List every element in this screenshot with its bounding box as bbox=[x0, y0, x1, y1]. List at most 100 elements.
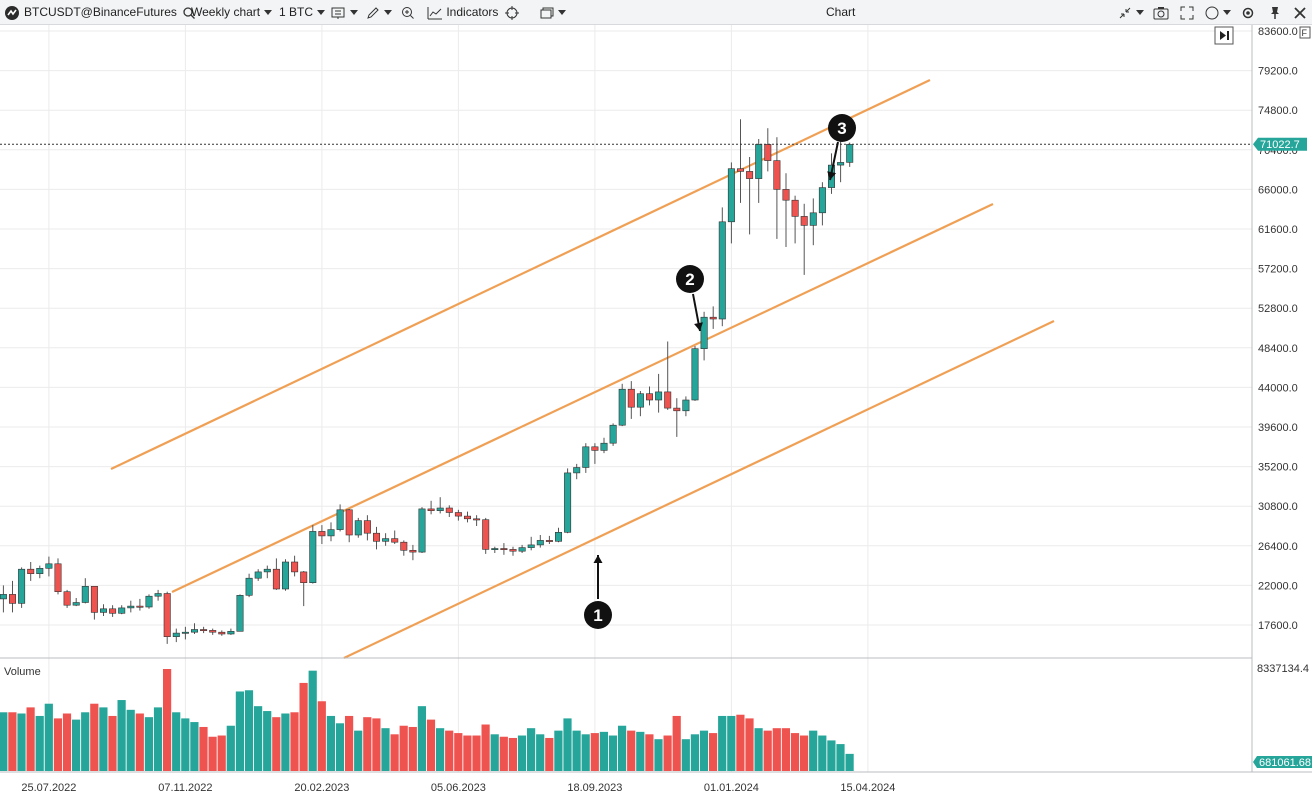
volume-bar bbox=[399, 725, 408, 771]
candle bbox=[191, 623, 199, 634]
volume-bar bbox=[272, 717, 281, 771]
candle bbox=[45, 556, 53, 577]
candle bbox=[527, 536, 535, 551]
volume-bar bbox=[0, 712, 8, 771]
price-axis[interactable]: 83600.079200.074800.070400.066000.061600… bbox=[1258, 26, 1298, 632]
settings-button[interactable] bbox=[1241, 3, 1255, 21]
camera-icon bbox=[1153, 6, 1169, 20]
timeframe-label: Weekly chart bbox=[191, 5, 261, 19]
candle bbox=[773, 137, 781, 239]
candle bbox=[300, 571, 308, 607]
drawing-tools-button[interactable] bbox=[366, 3, 392, 21]
theme-dropdown[interactable] bbox=[1205, 3, 1231, 21]
candle-body bbox=[400, 541, 408, 551]
app-logo-icon[interactable] bbox=[4, 3, 20, 21]
candle bbox=[27, 562, 35, 581]
volume-bar bbox=[99, 707, 108, 771]
indicators-button[interactable]: Indicators bbox=[427, 3, 498, 21]
volume-bar bbox=[244, 690, 254, 771]
fullscreen-button[interactable] bbox=[1180, 3, 1194, 21]
candle-body bbox=[600, 442, 608, 451]
collapse-button[interactable] bbox=[1118, 3, 1144, 21]
candle-body bbox=[418, 508, 426, 553]
candle-body bbox=[218, 631, 226, 635]
volume-bar bbox=[317, 701, 326, 771]
price-tick-label: 66000.0 bbox=[1258, 184, 1298, 196]
candle bbox=[90, 585, 98, 620]
volume-bar bbox=[290, 712, 299, 771]
svg-text:F: F bbox=[1302, 28, 1308, 38]
volume-bar bbox=[135, 713, 144, 771]
window-title: Chart bbox=[826, 5, 856, 19]
candle bbox=[518, 544, 526, 553]
quantity-label: 1 BTC bbox=[279, 5, 314, 19]
volume-bar bbox=[690, 734, 699, 771]
candle-body bbox=[382, 538, 390, 542]
volume-bar bbox=[672, 715, 681, 771]
price-tick-label: 61600.0 bbox=[1258, 224, 1298, 236]
volume-bar bbox=[153, 707, 163, 771]
candle-body bbox=[727, 168, 735, 223]
candle bbox=[564, 468, 572, 534]
candle-body bbox=[191, 629, 199, 633]
candle-body bbox=[172, 632, 180, 637]
price-tick-label: 30800.0 bbox=[1258, 501, 1298, 513]
volume-bar bbox=[754, 728, 763, 771]
candle-body bbox=[354, 520, 362, 536]
scroll-to-end-button[interactable] bbox=[1214, 26, 1234, 45]
volume-bar bbox=[299, 682, 308, 771]
candle-body bbox=[718, 221, 726, 320]
candlestick-chart[interactable]: 83600.079200.074800.070400.066000.061600… bbox=[0, 25, 1312, 796]
time-tick-label: 18.09.2023 bbox=[567, 782, 622, 794]
candle-body bbox=[700, 316, 708, 350]
candle bbox=[336, 504, 344, 532]
candle bbox=[154, 589, 162, 601]
candle bbox=[254, 569, 262, 581]
candle bbox=[746, 157, 754, 235]
candle bbox=[536, 535, 544, 548]
candle-body bbox=[518, 547, 526, 552]
circle-icon bbox=[1205, 6, 1219, 20]
candle bbox=[263, 565, 271, 579]
candle bbox=[673, 398, 681, 437]
volume-bar bbox=[499, 736, 508, 771]
candle bbox=[482, 517, 490, 554]
channel-line bbox=[171, 203, 994, 593]
current-price-label: 71022.7 bbox=[1260, 139, 1300, 151]
candle-body bbox=[627, 388, 635, 408]
volume-bar bbox=[536, 734, 545, 771]
candle bbox=[618, 383, 626, 427]
quantity-dropdown[interactable]: 1 BTC bbox=[279, 3, 326, 21]
crosshair-button[interactable] bbox=[505, 3, 519, 21]
volume-bar bbox=[545, 737, 554, 771]
layout-button[interactable] bbox=[540, 3, 566, 21]
symbol-selector[interactable]: BTCUSDT@BinanceFutures bbox=[24, 3, 196, 21]
volume-bar bbox=[736, 714, 745, 771]
close-button[interactable] bbox=[1294, 3, 1306, 21]
candle bbox=[609, 423, 617, 446]
zoom-button[interactable] bbox=[401, 3, 415, 21]
pin-button[interactable] bbox=[1269, 3, 1281, 21]
candle-body bbox=[309, 531, 317, 583]
volume-bar bbox=[144, 717, 153, 771]
candle bbox=[691, 346, 699, 401]
time-axis[interactable]: 25.07.2022 07.11.2022 20.02.2023 05.06.2023… bbox=[21, 782, 895, 794]
volume-bar bbox=[235, 691, 244, 771]
candle bbox=[600, 437, 608, 454]
timeframe-dropdown[interactable]: Weekly chart bbox=[191, 3, 273, 21]
candle bbox=[418, 507, 426, 553]
candle-body bbox=[18, 568, 26, 604]
pin-icon bbox=[1271, 6, 1279, 19]
candle-body bbox=[409, 549, 417, 553]
chart-type-button[interactable] bbox=[330, 3, 358, 21]
candle bbox=[363, 515, 371, 541]
indicators-icon bbox=[427, 6, 442, 20]
candle-body bbox=[127, 605, 135, 609]
axis-settings-button[interactable]: F bbox=[1299, 26, 1311, 39]
price-tick-label: 57200.0 bbox=[1258, 264, 1298, 276]
candle bbox=[709, 306, 717, 329]
candle-body bbox=[500, 548, 508, 551]
screenshot-button[interactable] bbox=[1153, 3, 1169, 21]
candle bbox=[809, 198, 817, 246]
volume-bar bbox=[790, 733, 800, 771]
